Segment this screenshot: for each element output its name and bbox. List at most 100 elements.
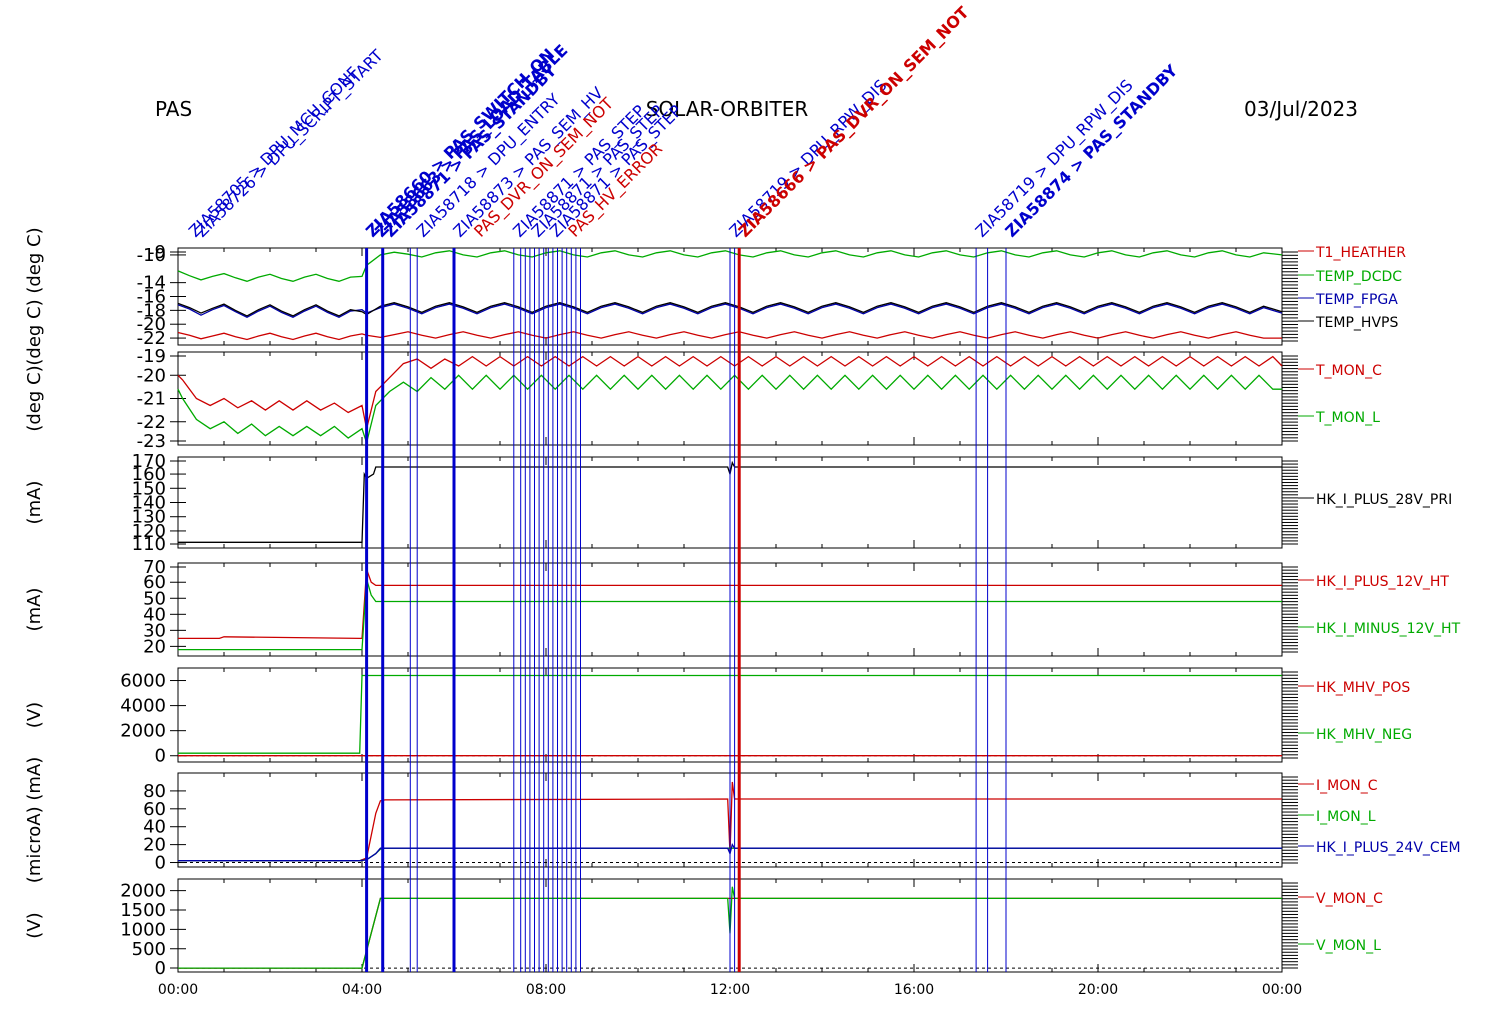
- y-axis-label: (mA): [24, 588, 45, 632]
- y-tick-label: 6000: [120, 671, 166, 692]
- y-tick-label: 50: [143, 588, 166, 609]
- y-axis-label: (deg C) (deg C): [24, 227, 45, 365]
- y-tick-label: 70: [143, 557, 166, 578]
- y-axis-label: (microA) (mA): [24, 757, 45, 883]
- y-tick-label: -16: [137, 287, 166, 308]
- legend-label: HK_I_PLUS_28V_PRI: [1316, 492, 1452, 508]
- y-tick-label: 80: [143, 781, 166, 802]
- legend-label: V_MON_L: [1316, 938, 1381, 954]
- y-tick-label: 1000: [120, 919, 166, 940]
- legend-label: HK_I_PLUS_24V_CEM: [1316, 840, 1461, 856]
- chart-panels: -10-9-14-16-18-20-22(deg C) (deg C) T1_HE…: [24, 227, 1461, 979]
- series-line: [177, 302, 1283, 317]
- x-tick-label: 00:00: [1262, 982, 1302, 998]
- legend-label: T_MON_L: [1315, 410, 1380, 426]
- series-line: [177, 250, 1283, 282]
- series-line: [177, 374, 1282, 446]
- legend-label: TEMP_DCDC: [1315, 269, 1402, 285]
- y-tick-label: -21: [137, 389, 166, 410]
- instrument-title: PAS: [155, 97, 192, 121]
- y-tick-label: 130: [132, 507, 166, 528]
- event-label: ZIA58719 > DPU_RPW_DIS: [971, 76, 1137, 242]
- y-tick-label: 0: [155, 958, 166, 979]
- y-tick-label: 20: [143, 835, 166, 856]
- panel-1: -10-9 -14-16-18-20-22 (deg C) (deg C) T1_HE…: [24, 227, 1406, 365]
- y-axis-label: (deg C): [24, 365, 45, 431]
- y-tick-label: 0: [155, 853, 166, 874]
- legend-label: V_MON_C: [1316, 891, 1383, 907]
- x-tick-label: 00:00: [158, 982, 198, 998]
- x-tick-label: 08:00: [526, 982, 566, 998]
- y-tick-label: 60: [143, 572, 166, 593]
- legend-label: HK_I_MINUS_12V_HT: [1316, 621, 1461, 637]
- y-tick-label: 160: [132, 464, 166, 485]
- x-tick-label: 16:00: [894, 982, 934, 998]
- legend-label: I_MON_L: [1316, 809, 1376, 825]
- y-tick-label: 120: [132, 521, 166, 542]
- time-axis: 00:00 04:00 08:00 12:00 16:00 20:00 00:00: [158, 982, 1302, 998]
- y-tick-label: -9: [148, 242, 166, 263]
- y-tick-label: 4000: [120, 696, 166, 717]
- y-tick-label: 110: [132, 534, 166, 555]
- y-tick-label: -14: [137, 273, 166, 294]
- legend-label: TEMP_HVPS: [1315, 315, 1398, 331]
- series-line: [178, 674, 1282, 754]
- y-tick-label: 150: [132, 478, 166, 499]
- event-label: ZIA58874 > PAS_STANDBY: [1001, 61, 1181, 241]
- x-tick-label: 12:00: [710, 982, 750, 998]
- y-tick-label: 40: [143, 604, 166, 625]
- series-line: [178, 886, 1282, 969]
- series-line: [178, 578, 1282, 651]
- y-tick-label: -23: [137, 431, 166, 452]
- series-line: [177, 331, 1282, 341]
- legend-label: TEMP_FPGA: [1315, 292, 1398, 308]
- legend-label: T_MON_C: [1315, 363, 1382, 379]
- y-tick-label: -20: [137, 365, 166, 386]
- y-tick-label: 20: [143, 636, 166, 657]
- y-tick-label: 60: [143, 799, 166, 820]
- y-tick-label: -18: [137, 300, 166, 321]
- y-tick-label: 170: [132, 451, 166, 472]
- legend-label: HK_MHV_POS: [1316, 680, 1410, 696]
- series-line: [177, 303, 1283, 319]
- y-tick-label: -22: [137, 328, 166, 349]
- y-tick-label: 2000: [120, 881, 166, 902]
- legend-label: I_MON_C: [1316, 778, 1378, 794]
- series-line: [178, 569, 1282, 640]
- event-label: ZIA58666 > PAS_DVR_ON_SEM_NOT: [735, 3, 973, 241]
- legend-label: T1_HEATHER: [1315, 245, 1406, 261]
- panel-2: -19-20 -21-22-23 (deg C) T_MON_C T_MON_L: [24, 346, 1382, 452]
- y-axis-label: (mA): [24, 481, 45, 525]
- y-tick-label: 140: [132, 493, 166, 514]
- y-tick-label: 30: [143, 620, 166, 641]
- series-line: [178, 781, 1282, 862]
- y-tick-label: -10: [137, 245, 166, 266]
- event-label: ZIA58726 > DPU_SCRIPT_START: [192, 46, 388, 242]
- mission-title: SOLAR-ORBITER: [646, 97, 809, 121]
- series-line: [178, 842, 1282, 862]
- y-tick-label: 1500: [120, 900, 166, 921]
- y-tick-label: 40: [143, 817, 166, 838]
- series-line: [177, 355, 1283, 429]
- date-label: 03/Jul/2023: [1244, 97, 1358, 121]
- legend-label: HK_MHV_NEG: [1316, 727, 1412, 743]
- y-tick-label: -19: [137, 346, 166, 367]
- y-axis-label: (V): [24, 702, 45, 728]
- panel-5: 6000 4000 2000 0 (V) HK_MHV_POS HK_MHV_NEG: [24, 667, 1412, 767]
- y-tick-label: 2000: [120, 721, 166, 742]
- y-tick-label: -20: [137, 314, 166, 335]
- x-tick-label: 04:00: [342, 982, 382, 998]
- y-axis-label: (V): [24, 912, 45, 938]
- y-tick-label: 0: [155, 746, 166, 767]
- y-tick-label: 500: [132, 939, 166, 960]
- event-markers: [365, 248, 1007, 972]
- legend-label: HK_I_PLUS_12V_HT: [1316, 574, 1449, 590]
- y-tick-label: -22: [137, 412, 166, 433]
- x-tick-label: 20:00: [1078, 982, 1118, 998]
- series-line: [178, 460, 1282, 543]
